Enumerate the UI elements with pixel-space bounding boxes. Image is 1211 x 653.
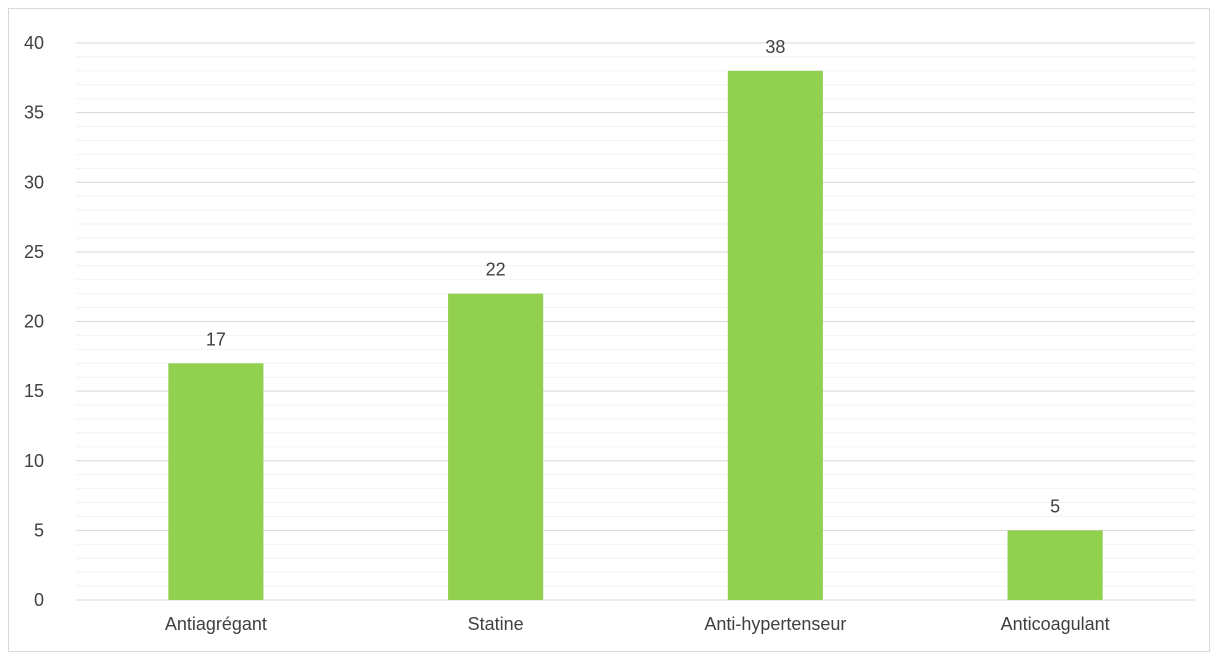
y-tick-label: 20 <box>24 312 44 332</box>
data-label: 5 <box>1050 496 1060 516</box>
y-tick-label: 40 <box>24 33 44 53</box>
y-tick-label: 10 <box>24 451 44 471</box>
bar <box>168 363 264 600</box>
data-label: 22 <box>486 260 506 280</box>
data-label: 38 <box>765 37 785 57</box>
category-label: Anti-hypertenseur <box>704 614 846 634</box>
data-label: 17 <box>206 329 226 349</box>
y-axis-tick-labels: 0 5 10 15 20 25 30 35 40 <box>24 33 44 610</box>
category-label: Statine <box>468 614 524 634</box>
chart-frame: 17 22 38 5 0 5 10 15 20 25 30 35 40 Antiagrégant Sta… <box>8 8 1210 652</box>
y-tick-label: 25 <box>24 242 44 262</box>
bar <box>727 70 823 601</box>
y-tick-label: 5 <box>34 520 44 540</box>
bar-chart: 17 22 38 5 0 5 10 15 20 25 30 35 40 Antiagrégant Sta… <box>24 33 1195 634</box>
x-axis-category-labels: Antiagrégant Statine Anti-hypertenseur Anti… <box>165 614 1110 634</box>
y-tick-label: 15 <box>24 381 44 401</box>
bar <box>448 293 544 600</box>
bar <box>1007 530 1103 600</box>
bars <box>168 70 1103 601</box>
y-tick-label: 0 <box>34 590 44 610</box>
y-tick-label: 30 <box>24 172 44 192</box>
y-tick-label: 35 <box>24 103 44 123</box>
category-label: Antiagrégant <box>165 614 267 634</box>
data-labels: 17 22 38 5 <box>206 37 1060 517</box>
category-label: Anticoagulant <box>1001 614 1110 634</box>
